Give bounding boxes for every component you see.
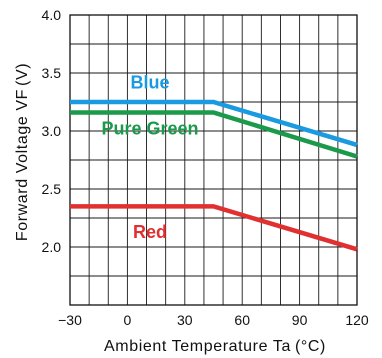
series-lines (70, 99, 358, 252)
y-tick-label: 3.0 (42, 123, 62, 139)
x-tick-label: 60 (234, 312, 250, 328)
grid (69, 14, 358, 306)
plot-area (69, 14, 358, 306)
y-tick-label: 2.5 (42, 181, 62, 197)
series-label-pure-green: Pure Green (101, 119, 198, 139)
series-labels: Blue Pure Green Red (101, 72, 198, 242)
x-axis-title: Ambient Temperature Ta (°C) (104, 338, 326, 355)
y-tick-label: 3.5 (42, 65, 62, 81)
x-axis-ticks: −30 0 30 60 90 120 (58, 312, 369, 328)
series-line-red (70, 204, 358, 252)
series-label-blue: Blue (130, 72, 169, 92)
y-tick-label: 4.0 (42, 7, 62, 23)
y-axis-ticks: 4.0 3.5 3.0 2.5 2.0 (42, 7, 62, 255)
x-tick-label: 30 (177, 312, 193, 328)
y-tick-label: 2.0 (42, 239, 62, 255)
plot-frame (69, 14, 358, 306)
x-tick-label: 120 (345, 312, 369, 328)
x-tick-label: −30 (58, 312, 82, 328)
series-line-pure-green (70, 110, 358, 159)
x-tick-label: 90 (292, 312, 308, 328)
x-tick-label: 0 (124, 312, 132, 328)
series-label-red: Red (133, 222, 167, 242)
y-axis-title: Forward Voltage VF(V) (14, 63, 31, 241)
series-line-blue (70, 99, 358, 148)
